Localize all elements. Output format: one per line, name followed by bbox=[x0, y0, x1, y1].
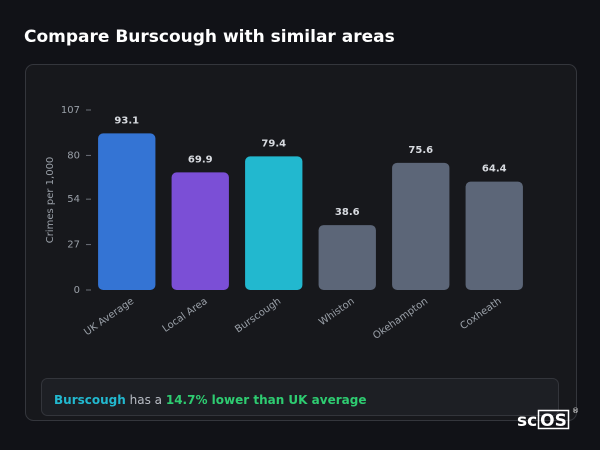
y-tick-label: 80 bbox=[67, 150, 80, 161]
y-tick-label: 107 bbox=[61, 105, 80, 116]
summary-text: Burscough has a 14.7% lower than UK aver… bbox=[54, 393, 366, 407]
bar bbox=[98, 133, 156, 290]
logo-mark: ® bbox=[572, 407, 579, 415]
summary-middle: has a bbox=[130, 393, 162, 407]
value-label: 38.6 bbox=[335, 207, 360, 218]
summary-box bbox=[41, 378, 559, 416]
y-tick-label: 54 bbox=[67, 194, 80, 205]
summary-area: Burscough bbox=[54, 393, 126, 407]
logo-prefix: sc bbox=[517, 411, 537, 431]
bar bbox=[465, 181, 523, 290]
y-tick-label: 0 bbox=[74, 285, 80, 296]
logo-box bbox=[537, 409, 570, 430]
value-label: 79.4 bbox=[261, 138, 286, 149]
page-title: Compare Burscough with similar areas bbox=[24, 27, 395, 47]
value-label: 75.6 bbox=[408, 145, 433, 156]
summary-highlight: 14.7% lower than UK average bbox=[166, 393, 367, 407]
value-label: 64.4 bbox=[482, 164, 507, 175]
value-label: 93.1 bbox=[114, 115, 139, 126]
bar bbox=[245, 156, 303, 290]
bar bbox=[392, 162, 450, 290]
y-axis-label: Crimes per 1,000 bbox=[45, 157, 56, 244]
bar bbox=[171, 172, 229, 290]
logo-boxed: OS bbox=[540, 411, 567, 431]
bar bbox=[318, 225, 376, 290]
y-tick-label: 27 bbox=[67, 240, 80, 251]
value-label: 69.9 bbox=[188, 154, 213, 165]
